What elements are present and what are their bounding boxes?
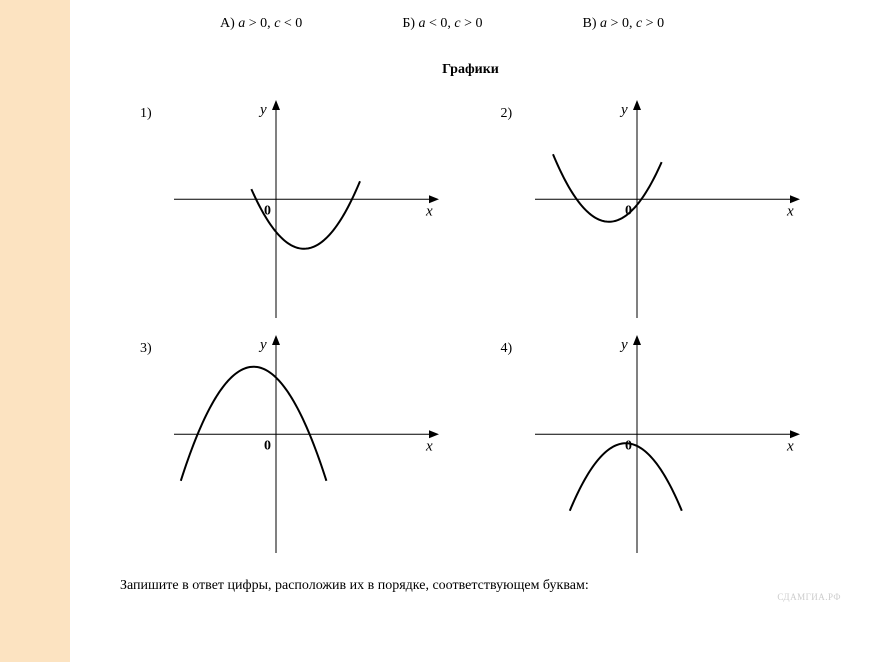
svg-text:0: 0 — [625, 438, 632, 453]
option-letter: А) — [220, 16, 235, 31]
chart-cell-2: 2) xy0 — [501, 98, 842, 323]
chart-label: 2) — [501, 98, 525, 122]
charts-grid: 1) x y 0 2) x y 0 3) x y 0 4) x y 0 — [140, 98, 841, 558]
options-row: А) a > 0, c < 0 Б) a < 0, c > 0 В) a > 0… — [220, 16, 841, 32]
chart-label: 1) — [140, 98, 164, 122]
chart-4: x y 0 — [525, 333, 805, 558]
svg-text:x: x — [786, 438, 794, 454]
option-rel: < 0, — [429, 16, 451, 31]
option-rel: > 0, — [249, 16, 271, 31]
chart-1: xy0 — [164, 98, 444, 323]
chart-label: 4) — [501, 333, 525, 357]
option-a: А) a > 0, c < 0 — [220, 16, 302, 32]
option-var: a — [600, 16, 607, 31]
chart-3: x y 0 — [164, 333, 444, 558]
option-rel: < 0 — [284, 16, 302, 31]
svg-text:y: y — [258, 337, 267, 353]
chart-2: xy0 — [525, 98, 805, 323]
option-b: Б) a < 0, c > 0 — [402, 16, 482, 32]
svg-text:y: y — [619, 337, 628, 353]
option-rel: > 0, — [611, 16, 633, 31]
option-rel: > 0 — [646, 16, 664, 31]
left-strip — [0, 0, 70, 662]
option-rel: > 0 — [464, 16, 482, 31]
content: А) a > 0, c < 0 Б) a < 0, c > 0 В) a > 0… — [70, 0, 871, 662]
section-title: Графики — [100, 62, 841, 78]
option-var: a — [419, 16, 426, 31]
svg-text:x: x — [786, 203, 794, 219]
option-letter: Б) — [402, 16, 415, 31]
option-var: c — [274, 16, 280, 31]
svg-text:y: y — [619, 102, 628, 118]
svg-text:y: y — [258, 102, 267, 118]
option-c: В) a > 0, c > 0 — [583, 16, 665, 32]
chart-cell-3: 3) x y 0 — [140, 333, 481, 558]
option-letter: В) — [583, 16, 597, 31]
watermark: СДАМГИА.РФ — [777, 592, 841, 602]
bottom-instruction: Запишите в ответ цифры, расположив их в … — [120, 578, 841, 594]
svg-text:x: x — [425, 203, 433, 219]
svg-text:0: 0 — [264, 438, 271, 453]
svg-text:x: x — [425, 438, 433, 454]
option-var: c — [454, 16, 460, 31]
page: А) a > 0, c < 0 Б) a < 0, c > 0 В) a > 0… — [0, 0, 871, 662]
chart-cell-1: 1) xy0 — [140, 98, 481, 323]
option-var: c — [636, 16, 642, 31]
option-var: a — [238, 16, 245, 31]
chart-label: 3) — [140, 333, 164, 357]
chart-cell-4: 4) x y 0 — [501, 333, 842, 558]
